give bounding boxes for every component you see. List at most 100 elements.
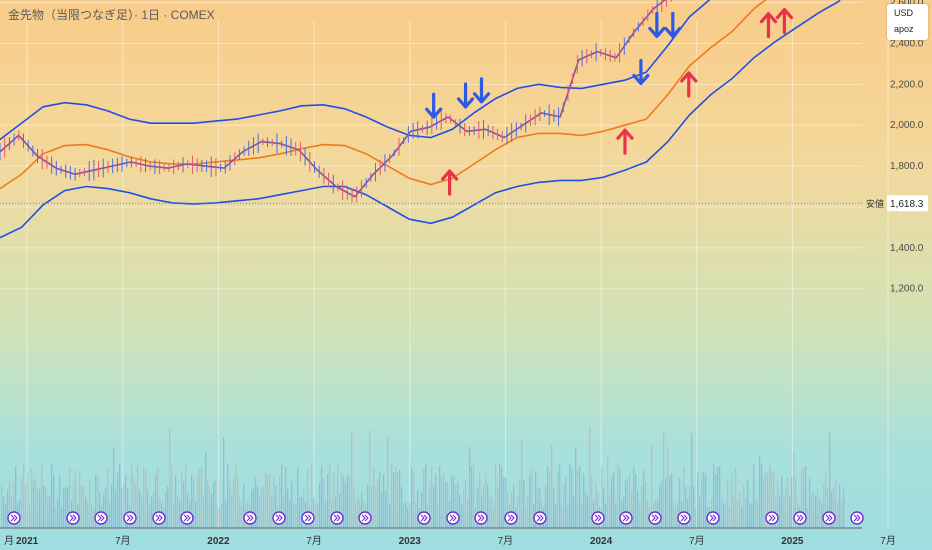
volume-bar <box>671 473 673 528</box>
volume-bar <box>195 501 197 528</box>
event-marker-glyph <box>477 514 485 522</box>
volume-bar <box>577 469 579 528</box>
volume-bar <box>153 493 155 528</box>
volume-bar <box>89 479 91 528</box>
volume-bar <box>435 473 437 528</box>
volume-bar <box>251 489 253 528</box>
volume-bar <box>825 471 827 528</box>
volume-bar <box>457 482 459 528</box>
volume-bar <box>801 469 803 528</box>
volume-bar <box>729 506 731 528</box>
event-marker-glyph <box>796 514 804 522</box>
volume-bar <box>689 486 691 528</box>
volume-bar <box>63 488 65 528</box>
volume-bar <box>173 504 175 528</box>
volume-bar <box>185 464 187 528</box>
volume-bar <box>41 465 43 528</box>
volume-bar <box>661 481 663 528</box>
volume-bar <box>113 447 115 528</box>
volume-bar <box>235 465 237 528</box>
volume-bar <box>521 439 523 528</box>
volume-bar <box>279 476 281 528</box>
volume-bar <box>535 470 537 528</box>
down-arrow-icon <box>664 11 682 39</box>
event-marker-glyph <box>361 514 369 522</box>
volume-bar <box>261 487 263 528</box>
down-arrow-icon <box>425 92 443 119</box>
x-tick-label: 2021 <box>16 536 39 547</box>
volume-bar <box>231 494 233 528</box>
event-marker-glyph <box>853 514 861 522</box>
volume-bar <box>717 466 719 528</box>
volume-bar <box>539 488 541 528</box>
volume-bar <box>133 477 135 528</box>
volume-bar <box>507 492 509 528</box>
volume-bar <box>483 486 485 528</box>
volume-bar <box>67 486 69 528</box>
volume-bar <box>417 490 419 528</box>
volume-bar <box>725 503 727 528</box>
volume-bar <box>601 467 603 528</box>
volume-bar <box>267 475 269 528</box>
volume-bar <box>603 487 605 528</box>
volume-bar <box>499 463 501 528</box>
event-marker-glyph <box>709 514 717 522</box>
volume-bar <box>393 472 395 528</box>
x-tick-label: 2023 <box>399 536 422 547</box>
volume-bar <box>551 445 553 528</box>
volume-bar <box>221 504 223 528</box>
volume-bar <box>439 466 441 528</box>
volume-bar <box>379 472 381 528</box>
volume-bar <box>787 477 789 528</box>
volume-bar <box>53 474 55 528</box>
volume-bar <box>281 464 283 528</box>
volume-bar <box>579 465 581 528</box>
volume-bar <box>519 478 521 528</box>
volume-bar <box>641 486 643 528</box>
volume-bar <box>297 467 299 528</box>
volume-bar <box>255 477 257 528</box>
volume-bar <box>737 501 739 528</box>
volume-bar <box>595 483 597 528</box>
volume-bar <box>387 436 389 528</box>
x-tick-label: 2024 <box>590 536 613 547</box>
volume-bar <box>695 507 697 528</box>
volume-bar <box>47 497 49 528</box>
volume-bar <box>45 487 47 528</box>
volume-bar <box>619 469 621 528</box>
volume-bar <box>415 502 417 528</box>
volume-bar <box>485 473 487 528</box>
volume-bar <box>839 484 841 528</box>
volume-bar <box>99 491 101 528</box>
volume-bar <box>35 478 37 528</box>
volume-bar <box>491 496 493 528</box>
currency-selector[interactable]: USD apoz <box>887 4 928 40</box>
event-marker-glyph <box>420 514 428 522</box>
volume-bar <box>199 469 201 528</box>
volume-bar <box>563 485 565 528</box>
volume-bar <box>135 484 137 528</box>
volume-bar <box>455 485 457 528</box>
volume-bar <box>407 507 409 528</box>
volume-bar <box>21 477 23 528</box>
volume-bar <box>591 474 593 528</box>
volume-bar <box>155 474 157 528</box>
volume-bar <box>369 430 371 528</box>
volume-bar <box>29 504 31 528</box>
volume-bar <box>75 470 77 528</box>
volume-bar <box>127 488 129 528</box>
volume-bar <box>383 474 385 528</box>
volume-bar <box>207 480 209 528</box>
volume-bar <box>437 503 439 528</box>
volume-bar <box>343 476 345 528</box>
volume-bar <box>637 491 639 528</box>
volume-bar <box>413 473 415 528</box>
volume-bar <box>843 489 845 528</box>
volume-bar <box>191 474 193 528</box>
currency-label[interactable]: USD <box>894 8 914 18</box>
volume-bar <box>25 483 27 528</box>
event-marker-glyph <box>680 514 688 522</box>
x-tick-label: 7月 <box>880 535 896 547</box>
